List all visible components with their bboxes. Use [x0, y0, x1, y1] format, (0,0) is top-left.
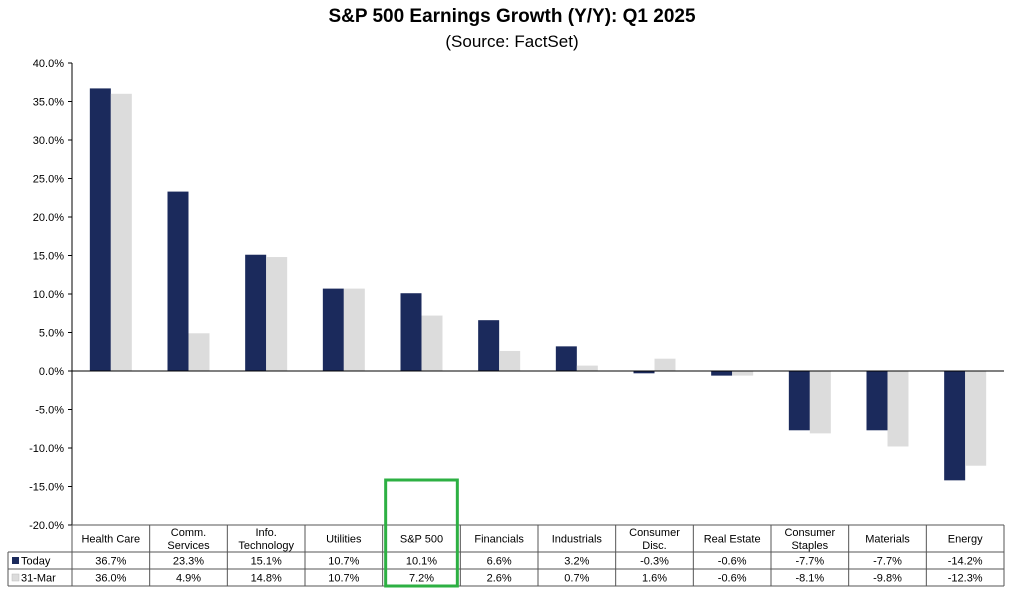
data-table-value: 36.7% — [95, 556, 126, 568]
category-label: Consumer — [784, 527, 835, 539]
data-table-value: 14.8% — [251, 573, 282, 585]
bar-today — [89, 88, 111, 371]
bar-today — [245, 254, 267, 371]
bar-31-mar — [343, 288, 365, 371]
category-label: Industrials — [552, 534, 603, 546]
y-tick-label: 5.0% — [39, 328, 64, 340]
category-label: Services — [167, 540, 210, 552]
bar-today — [400, 293, 422, 371]
bar-31-mar — [421, 315, 443, 371]
y-tick-label: -20.0% — [29, 520, 64, 532]
y-tick-label: 25.0% — [33, 174, 64, 186]
category-label: Real Estate — [704, 534, 761, 546]
data-table-value: 4.9% — [176, 573, 201, 585]
legend-swatch — [12, 557, 19, 564]
category-label: Financials — [474, 534, 524, 546]
bar-31-mar — [499, 350, 521, 371]
data-table-value: 23.3% — [173, 556, 204, 568]
data-table-value: 15.1% — [251, 556, 282, 568]
category-label: Staples — [791, 540, 828, 552]
chart-subtitle: (Source: FactSet) — [445, 32, 579, 51]
category-label: Info. — [255, 527, 276, 539]
data-table-value: -7.7% — [873, 556, 902, 568]
data-table-value: -0.6% — [718, 556, 747, 568]
y-tick-label: 40.0% — [33, 58, 64, 70]
data-table-value: 0.7% — [564, 573, 589, 585]
data-table-value: -7.7% — [795, 556, 824, 568]
data-table-value: 10.1% — [406, 556, 437, 568]
data-table-value: -9.8% — [873, 573, 902, 585]
data-table-value: 36.0% — [95, 573, 126, 585]
bar-today — [788, 371, 810, 431]
bar-31-mar — [887, 371, 909, 447]
y-tick-label: 15.0% — [33, 251, 64, 263]
bar-31-mar — [732, 371, 754, 376]
bar-today — [167, 191, 189, 371]
data-table-value: -0.6% — [718, 573, 747, 585]
bar-today — [478, 320, 500, 371]
y-tick-label: 30.0% — [33, 135, 64, 147]
data-table-value: -14.2% — [948, 556, 983, 568]
category-label: Disc. — [642, 540, 666, 552]
legend-label: 31-Mar — [21, 573, 56, 585]
data-table-value: 10.7% — [328, 556, 359, 568]
legend-swatch — [11, 573, 20, 582]
data-table-value: 3.2% — [564, 556, 589, 568]
data-table-value: 7.2% — [409, 573, 434, 585]
data-table-value: 10.7% — [328, 573, 359, 585]
data-table-value: -0.3% — [640, 556, 669, 568]
data-table-value: 6.6% — [487, 556, 512, 568]
y-tick-label: 35.0% — [33, 97, 64, 109]
y-tick-label: -15.0% — [29, 482, 64, 494]
data-table-value: 1.6% — [642, 573, 667, 585]
data-table-value: -8.1% — [795, 573, 824, 585]
bar-today — [633, 371, 655, 374]
bar-today — [555, 346, 577, 371]
data-table-value: -12.3% — [948, 573, 983, 585]
y-tick-label: -10.0% — [29, 443, 64, 455]
chart-title: S&P 500 Earnings Growth (Y/Y): Q1 2025 — [328, 6, 696, 27]
category-label: Comm. — [171, 527, 206, 539]
category-label: S&P 500 — [400, 534, 443, 546]
bar-31-mar — [965, 371, 987, 466]
y-tick-label: -5.0% — [35, 405, 64, 417]
category-label: Technology — [238, 540, 294, 552]
bar-31-mar — [110, 93, 132, 372]
highlight-box — [384, 478, 459, 588]
bar-31-mar — [809, 371, 831, 434]
y-tick-label: 20.0% — [33, 212, 64, 224]
bar-31-mar — [654, 358, 676, 371]
bar-today — [866, 371, 888, 431]
bar-today — [711, 371, 733, 376]
y-tick-label: 10.0% — [33, 289, 64, 301]
bar-today — [322, 288, 344, 371]
category-label: Health Care — [81, 534, 140, 546]
category-label: Energy — [948, 534, 983, 546]
bar-31-mar — [576, 365, 598, 371]
bar-31-mar — [188, 333, 210, 371]
y-tick-label: 0.0% — [39, 366, 64, 378]
category-label: Consumer — [629, 527, 680, 539]
bar-today — [944, 371, 966, 481]
category-label: Utilities — [326, 534, 362, 546]
data-table-value: 2.6% — [487, 573, 512, 585]
legend-label: Today — [21, 556, 51, 568]
bar-31-mar — [266, 257, 288, 371]
category-label: Materials — [865, 534, 910, 546]
